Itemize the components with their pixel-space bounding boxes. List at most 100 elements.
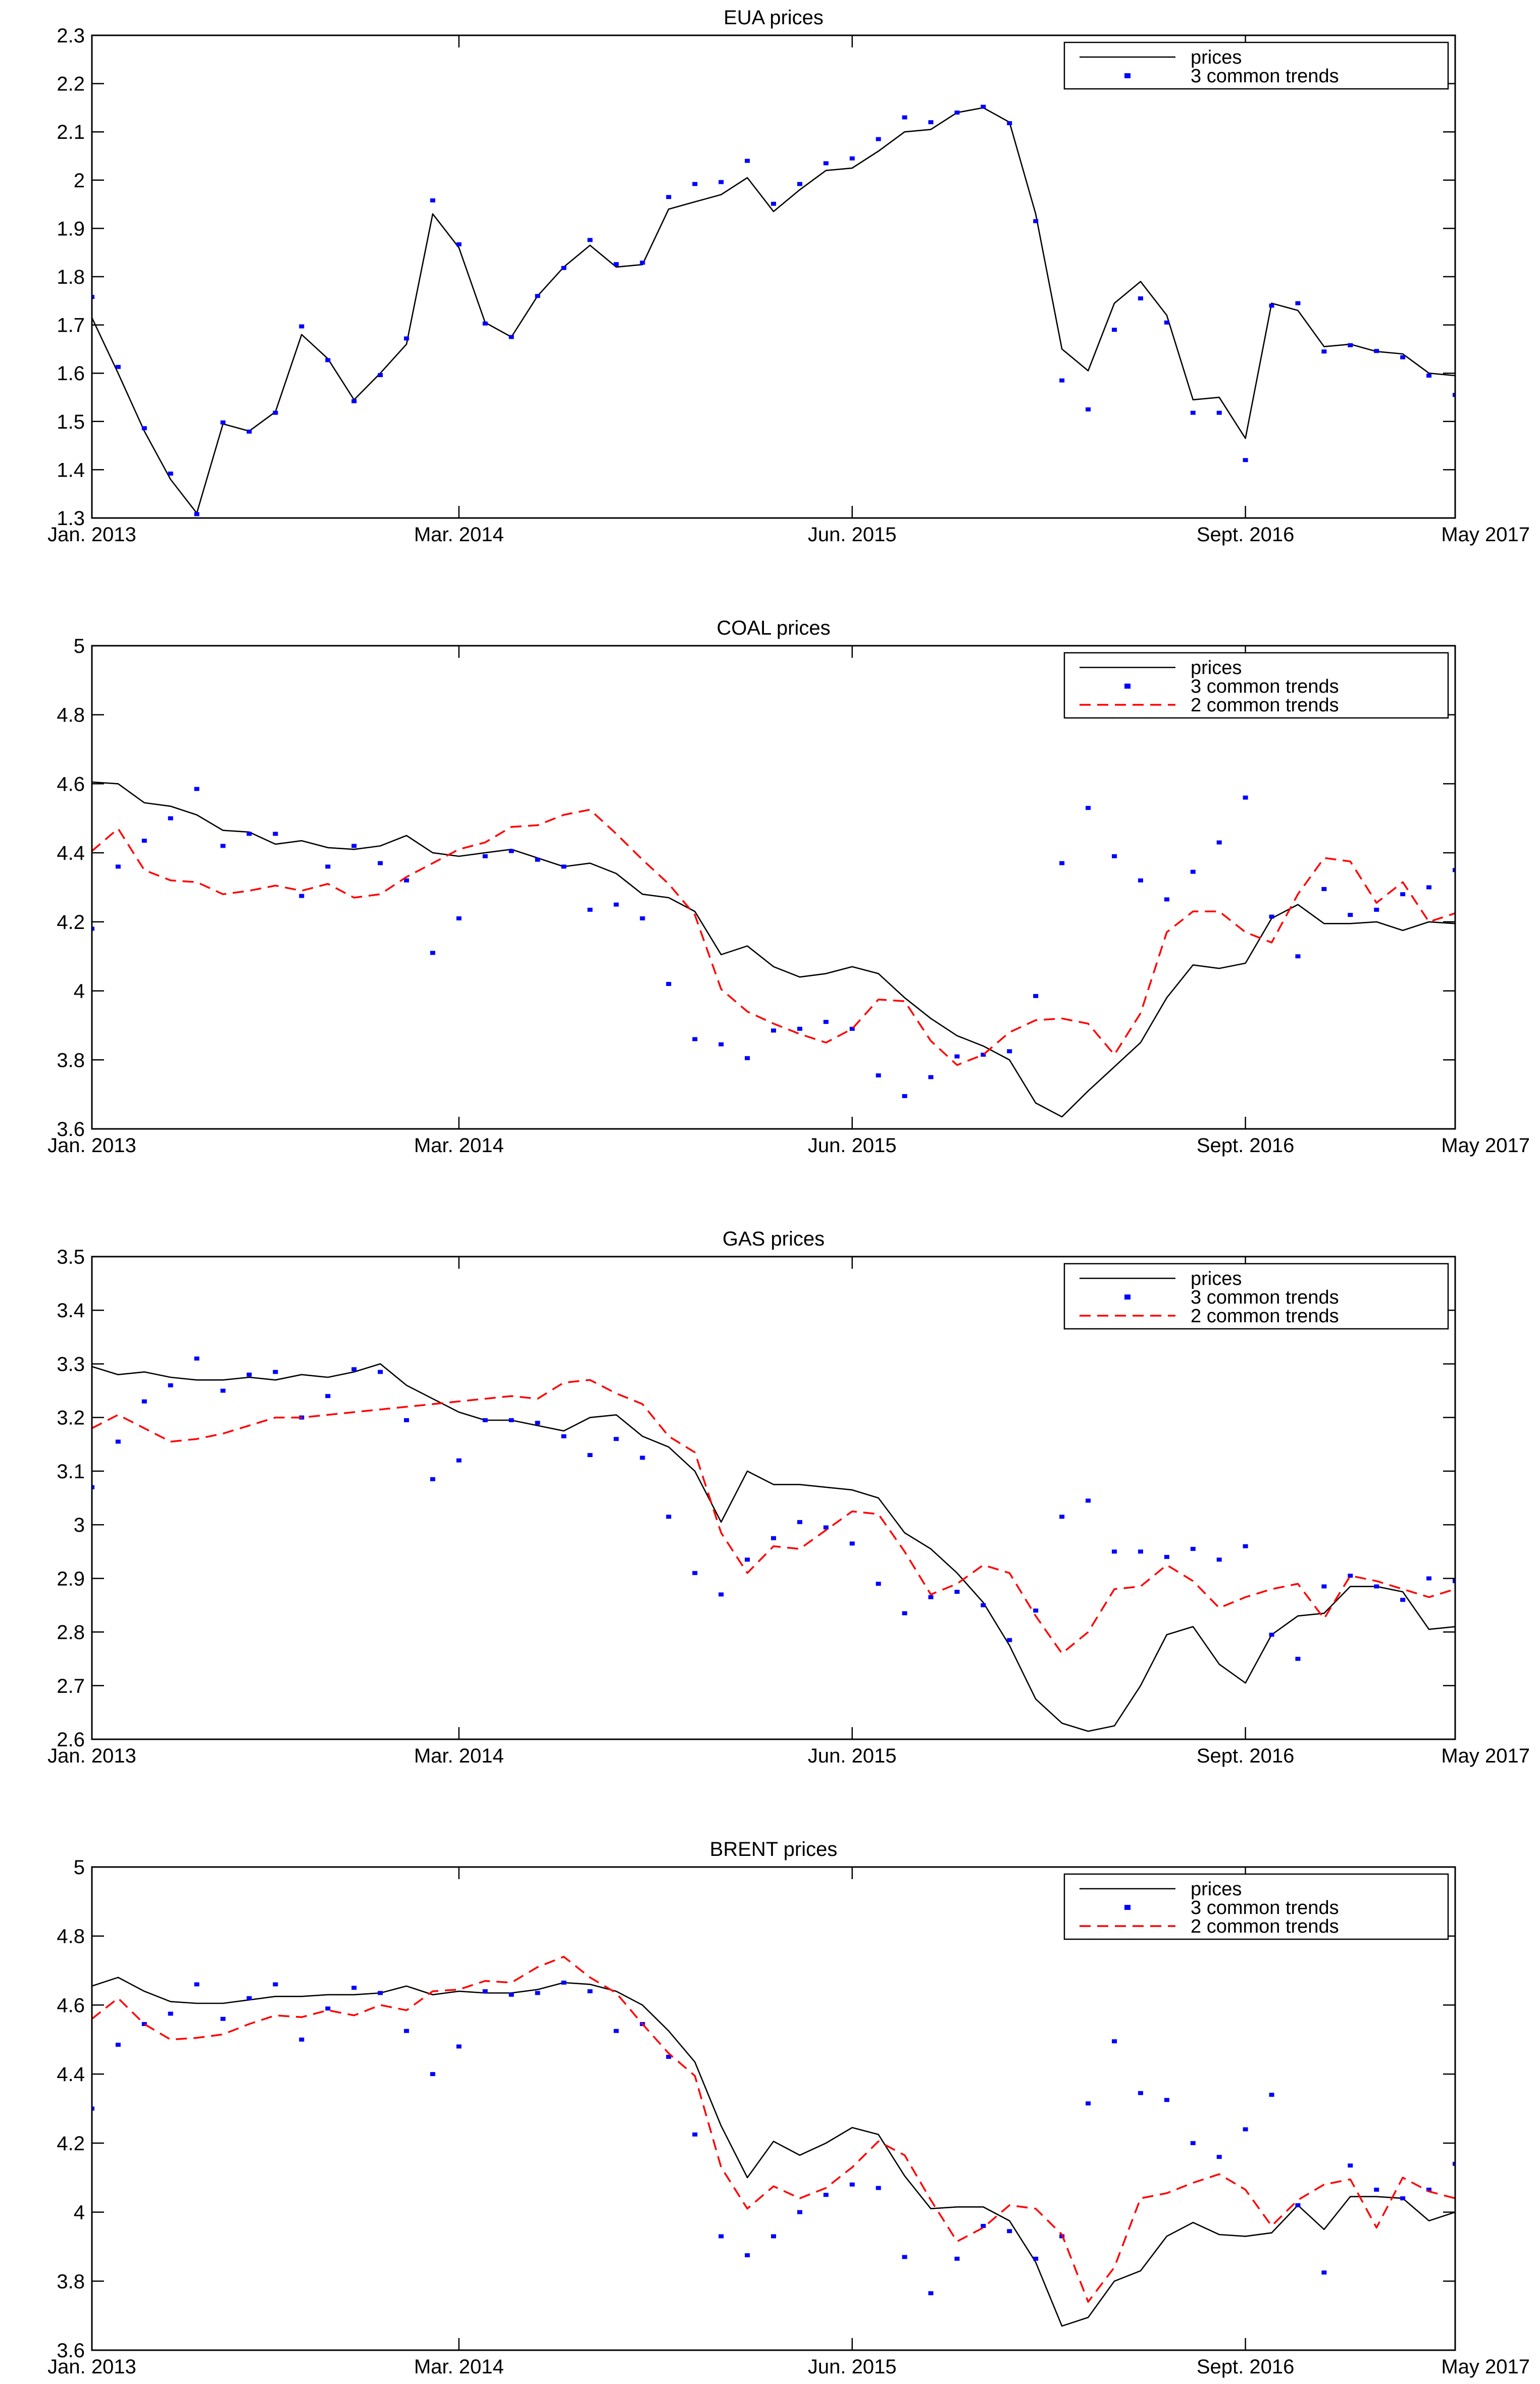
legend-label: 3 common trends [1191, 66, 1339, 87]
data-point [1059, 378, 1065, 383]
data-point [823, 1020, 829, 1024]
legend-marker-trend3 [1124, 73, 1131, 78]
data-point [325, 358, 331, 362]
y-tick-label: 1.8 [57, 266, 85, 288]
data-point [797, 1520, 802, 1524]
data-point [482, 321, 488, 326]
data-point [1269, 303, 1274, 308]
x-tick-label: Sept. 2016 [1197, 524, 1295, 546]
data-point [1007, 121, 1012, 125]
data-point [273, 1370, 278, 1374]
data-point [666, 195, 672, 199]
data-point [1321, 349, 1327, 354]
data-point [692, 1037, 698, 1042]
data-point [456, 916, 461, 921]
y-tick-label: 1.6 [57, 362, 85, 385]
data-point [1138, 878, 1143, 883]
data-point [640, 261, 645, 265]
data-point [273, 832, 278, 836]
legend-label: 2 common trends [1191, 1306, 1339, 1327]
data-point [876, 137, 881, 141]
data-point [1426, 1576, 1432, 1581]
y-tick-label: 4.2 [57, 2133, 85, 2155]
data-point [587, 1989, 593, 1994]
data-point [194, 787, 199, 791]
y-tick-label: 4.2 [57, 911, 85, 934]
data-point [508, 849, 514, 853]
chart-title: GAS prices [723, 1228, 825, 1250]
chart-title: EUA prices [724, 7, 824, 29]
data-point [1138, 2091, 1143, 2095]
data-point [928, 2291, 934, 2296]
data-point [220, 420, 226, 425]
data-point [1269, 914, 1274, 919]
data-point [351, 844, 357, 848]
y-tick-label: 4.8 [57, 1926, 85, 1948]
data-point [508, 335, 514, 339]
data-point [797, 182, 802, 186]
y-tick-label: 3.3 [57, 1353, 85, 1375]
data-point [246, 1372, 252, 1377]
data-point [1086, 1498, 1091, 1503]
legend-label: prices [1191, 657, 1242, 679]
chart-panel-1: COAL prices 3.6 3.8 4 4.2 4.4 4.6 4.8 5 Jan. 2013… [47, 617, 1530, 1157]
data-point [561, 1434, 567, 1438]
data-point [692, 1571, 698, 1575]
data-point [1321, 887, 1327, 891]
x-tick-label: Mar. 2014 [414, 524, 504, 546]
data-point [404, 2029, 409, 2033]
legend-marker-trend3 [1124, 1294, 1131, 1300]
x-tick-label: Sept. 2016 [1197, 1745, 1295, 1767]
legend-marker-trend3 [1124, 1905, 1131, 1910]
data-point [666, 2054, 672, 2059]
data-point [1033, 994, 1039, 998]
data-point [535, 857, 540, 862]
data-point [1086, 407, 1091, 411]
data-point [482, 1418, 488, 1422]
data-point [1216, 840, 1222, 845]
legend-label: 2 common trends [1191, 695, 1339, 716]
y-tick-label: 3.6 [57, 1118, 85, 1141]
data-point [718, 2234, 724, 2239]
x-tick-label: Sept. 2016 [1197, 1134, 1295, 1157]
legend-label: 3 common trends [1191, 1897, 1339, 1919]
data-point [194, 1982, 199, 1987]
data-point [430, 2072, 435, 2077]
data-point [613, 262, 619, 267]
data-point [482, 1989, 488, 1994]
series-trend3-points [92, 1980, 1455, 2296]
y-tick-label: 5 [74, 1856, 85, 1879]
x-tick-label: Mar. 2014 [414, 2356, 504, 2378]
data-point [430, 951, 435, 955]
data-point [1453, 2161, 1455, 2166]
data-point [220, 844, 226, 848]
data-point [1243, 1544, 1248, 1548]
data-point [1426, 2188, 1432, 2192]
legend-label: prices [1191, 1879, 1242, 1900]
data-point [587, 1453, 593, 1458]
data-point [902, 1094, 907, 1099]
data-point [92, 295, 94, 299]
data-point [1374, 2188, 1379, 2192]
data-point [325, 1394, 331, 1398]
data-point [1164, 897, 1169, 902]
chart-title: COAL prices [716, 617, 830, 639]
data-point [613, 2029, 619, 2033]
data-point [115, 1439, 121, 1444]
y-tick-label: 4.4 [57, 2063, 85, 2086]
data-point [771, 1028, 776, 1033]
data-point [797, 2210, 802, 2214]
data-point [351, 1367, 357, 1372]
data-point [220, 2016, 226, 2021]
x-tick-label: Mar. 2014 [414, 1134, 504, 1157]
y-tick-label: 3.4 [57, 1300, 85, 1322]
data-point [141, 1399, 147, 1404]
chart-panel-2: GAS prices 2.6 2.7 2.8 2.9 3 3.1 3.2 3.3 3.4 3.5 Ja… [47, 1228, 1530, 1767]
data-point [1033, 1609, 1039, 1613]
data-point [745, 2253, 750, 2258]
data-point [823, 1525, 829, 1530]
data-point [141, 426, 147, 431]
x-tick-label: Sept. 2016 [1197, 2356, 1295, 2378]
data-point [1164, 2098, 1169, 2102]
